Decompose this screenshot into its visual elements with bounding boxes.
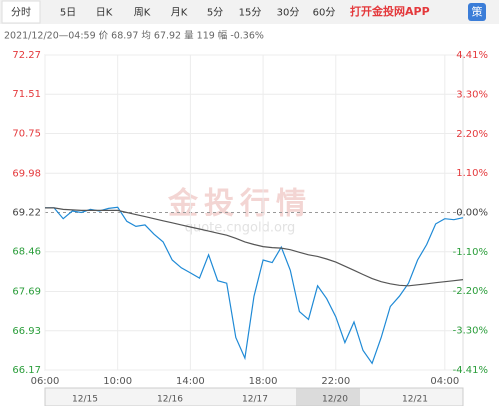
navigator-window[interactable] — [296, 388, 360, 406]
tab[interactable]: 日K — [96, 8, 113, 19]
y-tick-label: 69.98 — [12, 168, 41, 179]
tab[interactable]: 60分 — [313, 7, 336, 19]
y2-tick-label: 2.20% — [456, 129, 488, 140]
tab[interactable]: 5日 — [60, 8, 76, 19]
tab[interactable]: 分时 — [11, 7, 31, 19]
app-link[interactable]: 打开金投网APP — [350, 4, 430, 18]
tab[interactable]: 周K — [134, 7, 151, 19]
navigator-label: 12/15 — [72, 395, 98, 405]
y-tick-label: 71.51 — [12, 89, 41, 100]
navigator-label: 12/21 — [402, 395, 428, 405]
y2-tick-label: 4.41% — [456, 50, 488, 61]
y2-tick-label: -4.41% — [453, 365, 488, 376]
icon-text[interactable]: 策 — [472, 5, 483, 19]
active-tab[interactable] — [1, 0, 41, 24]
x-tick-label: 06:00 — [31, 376, 60, 387]
x-tick-label: 04:00 — [430, 376, 459, 387]
x-tick-label: 22:00 — [321, 376, 350, 387]
y-tick-label: 67.69 — [12, 287, 41, 298]
navigator-label: 12/17 — [242, 395, 268, 405]
navigator-label: 12/16 — [157, 395, 183, 405]
info-line: 2021/12/20—04:59 价 68.97 均 67.92 量 119 幅… — [4, 30, 264, 42]
y2-tick-label: 0.00% — [456, 208, 488, 219]
tab[interactable]: 月K — [171, 7, 188, 19]
tab-bar — [0, 0, 499, 24]
watermark-url: quote.cngold.org — [185, 221, 296, 236]
y-tick-label: 72.27 — [12, 50, 41, 61]
x-tick-label: 10:00 — [103, 376, 132, 387]
watermark-title: 金投行情 — [167, 187, 312, 222]
icon[interactable] — [468, 3, 486, 21]
x-tick-label: 18:00 — [249, 376, 278, 387]
y-tick-label: 66.93 — [12, 326, 41, 337]
x-tick-label: 14:00 — [176, 376, 205, 387]
navigator-label: 12/20 — [322, 395, 348, 405]
tab[interactable]: 15分 — [239, 7, 262, 19]
tabs: 分时 5日 日K 周K 月K 5分 15分 30分 60分 — [11, 7, 335, 19]
y-tick-label: 66.17 — [12, 365, 41, 376]
price-line — [45, 206, 464, 365]
y2-tick-label: -3.30% — [453, 325, 488, 336]
y2-tick-label: 1.10% — [456, 168, 488, 179]
y-tick-label: 69.22 — [12, 208, 41, 219]
tab[interactable]: 5分 — [207, 7, 223, 19]
y-tick-label: 70.75 — [12, 128, 41, 139]
y-tick-label: 68.46 — [12, 247, 41, 258]
y2-tick-label: -2.20% — [453, 286, 488, 297]
y2-tick-label: -1.10% — [453, 247, 488, 258]
y2-tick-label: 3.30% — [456, 90, 488, 101]
average-line — [45, 207, 464, 287]
tab[interactable]: 30分 — [277, 7, 300, 19]
